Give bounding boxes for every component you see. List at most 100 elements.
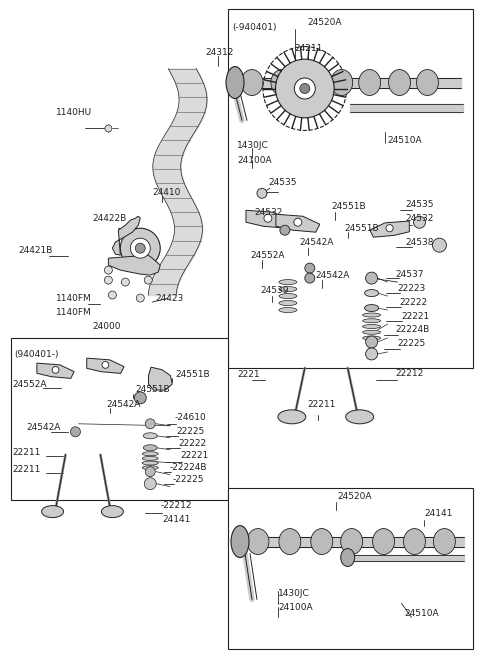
Text: 24141: 24141 — [162, 515, 191, 524]
Text: 24552A: 24552A — [250, 251, 285, 260]
Circle shape — [294, 78, 315, 99]
Ellipse shape — [279, 300, 297, 306]
Text: 24211: 24211 — [295, 44, 323, 53]
Text: 22211: 22211 — [12, 465, 41, 474]
Ellipse shape — [311, 529, 333, 555]
Text: 24535: 24535 — [406, 200, 434, 209]
Text: -22224B: -22224B — [169, 463, 207, 472]
Ellipse shape — [278, 410, 306, 424]
Circle shape — [121, 278, 129, 286]
Text: 24532: 24532 — [254, 208, 282, 217]
Ellipse shape — [279, 286, 297, 292]
Circle shape — [294, 218, 302, 226]
Ellipse shape — [365, 305, 379, 311]
Text: -22212: -22212 — [160, 501, 192, 510]
Text: 24535: 24535 — [268, 178, 297, 187]
Ellipse shape — [279, 529, 301, 555]
Text: 2221: 2221 — [237, 371, 260, 379]
Text: 22211: 22211 — [308, 400, 336, 409]
Circle shape — [144, 276, 152, 284]
Text: 24000: 24000 — [93, 321, 121, 330]
Text: 24410: 24410 — [152, 188, 180, 197]
Text: 24423: 24423 — [155, 294, 183, 303]
Text: 24520A: 24520A — [308, 18, 342, 27]
Polygon shape — [112, 216, 140, 255]
Text: 24422B: 24422B — [93, 214, 127, 223]
Text: 24542A: 24542A — [300, 238, 334, 246]
Ellipse shape — [231, 526, 249, 558]
Text: 24551B: 24551B — [175, 371, 210, 379]
Circle shape — [366, 272, 378, 284]
Ellipse shape — [144, 433, 157, 439]
Text: 1140HU: 1140HU — [56, 108, 92, 117]
Circle shape — [130, 238, 150, 258]
Circle shape — [264, 214, 272, 222]
Text: 22221: 22221 — [402, 311, 430, 321]
Text: 24532: 24532 — [406, 214, 434, 223]
Text: 1430JC: 1430JC — [278, 589, 310, 598]
Text: (-940401): (-940401) — [232, 22, 276, 32]
Text: 24510A: 24510A — [405, 609, 439, 618]
Text: -24610: -24610 — [174, 413, 206, 422]
Circle shape — [144, 478, 156, 489]
Circle shape — [104, 266, 112, 274]
Text: 22224B: 22224B — [396, 325, 430, 334]
Circle shape — [52, 367, 59, 373]
Ellipse shape — [359, 70, 381, 95]
Ellipse shape — [331, 70, 353, 95]
Bar — [11, 338, 228, 499]
Text: (940401-): (940401-) — [15, 350, 59, 359]
Ellipse shape — [142, 457, 158, 461]
Text: 24542A: 24542A — [316, 271, 350, 280]
Ellipse shape — [365, 290, 379, 296]
Polygon shape — [276, 214, 320, 232]
Circle shape — [102, 361, 109, 369]
Bar — [228, 487, 473, 649]
Text: 24551B: 24551B — [135, 386, 170, 394]
Circle shape — [280, 225, 290, 235]
Polygon shape — [108, 255, 160, 275]
Circle shape — [145, 466, 155, 477]
Ellipse shape — [363, 313, 381, 317]
Bar — [228, 9, 473, 368]
Circle shape — [145, 419, 155, 429]
Text: -22225: -22225 — [172, 475, 204, 484]
Ellipse shape — [279, 280, 297, 284]
Polygon shape — [148, 367, 172, 390]
Circle shape — [366, 336, 378, 348]
Ellipse shape — [346, 410, 373, 424]
Polygon shape — [370, 221, 409, 237]
Text: 24551B: 24551B — [345, 224, 379, 233]
Circle shape — [71, 427, 81, 437]
Text: 24421B: 24421B — [19, 246, 53, 255]
Ellipse shape — [363, 319, 381, 323]
Circle shape — [432, 238, 446, 252]
Text: 24538: 24538 — [406, 238, 434, 246]
Circle shape — [136, 294, 144, 302]
Text: 24312: 24312 — [205, 48, 233, 57]
Ellipse shape — [363, 325, 381, 328]
Circle shape — [366, 348, 378, 360]
Ellipse shape — [241, 70, 263, 95]
Ellipse shape — [301, 70, 323, 95]
Ellipse shape — [279, 294, 297, 298]
Ellipse shape — [42, 506, 63, 518]
Ellipse shape — [142, 452, 158, 456]
Text: 24100A: 24100A — [278, 603, 312, 612]
Ellipse shape — [372, 529, 395, 555]
Circle shape — [305, 273, 315, 283]
Text: 24539: 24539 — [260, 286, 288, 294]
Text: 24510A: 24510A — [387, 136, 422, 145]
Text: 1140FM: 1140FM — [56, 294, 91, 303]
Text: 22222: 22222 — [399, 298, 428, 307]
Text: 24537: 24537 — [396, 269, 424, 279]
Ellipse shape — [341, 529, 363, 555]
Text: 24542A: 24542A — [107, 400, 141, 409]
Ellipse shape — [142, 461, 158, 465]
Ellipse shape — [417, 70, 438, 95]
Polygon shape — [246, 210, 290, 228]
Circle shape — [120, 228, 160, 268]
Circle shape — [386, 225, 393, 232]
Text: 22225: 22225 — [176, 427, 204, 436]
Ellipse shape — [363, 330, 381, 334]
